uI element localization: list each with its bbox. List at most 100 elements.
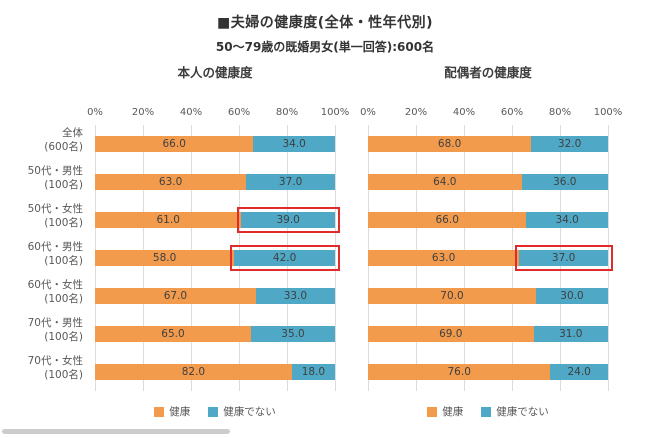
bar-segment-healthy: 66.0 bbox=[95, 136, 254, 152]
bar-segment-not-healthy: 33.0 bbox=[255, 288, 335, 304]
bar-segment-not-healthy: 37.0 bbox=[246, 174, 335, 190]
category-count: (100名) bbox=[44, 217, 83, 229]
highlight-box bbox=[237, 207, 340, 233]
bar-segment-not-healthy: 32.0 bbox=[531, 136, 608, 152]
bar-segment-not-healthy: 18.0 bbox=[291, 364, 335, 380]
stacked-bar: 66.0 34.0 bbox=[95, 136, 335, 152]
category-name: 50代・女性 bbox=[27, 202, 83, 215]
stacked-bar: 61.0 39.0 bbox=[95, 212, 335, 228]
legend-swatch bbox=[208, 406, 219, 417]
axis-tick-label: 0% bbox=[87, 107, 103, 118]
bar-segment-healthy: 58.0 bbox=[95, 250, 235, 266]
bar-row: 65.0 35.0 bbox=[95, 315, 335, 353]
x-axis: 0% 20% 40% 60% 80% 100% bbox=[360, 107, 622, 120]
category-label: 70代・女性 (100名) bbox=[0, 349, 90, 387]
category-label: 70代・男性 (100名) bbox=[0, 311, 90, 349]
bar-row: 69.0 31.0 bbox=[368, 315, 608, 353]
bar-segment-not-healthy: 24.0 bbox=[550, 364, 608, 380]
chart-self-health: 本人の健康度 0% 20% 40% 60% 80% 100% 66.0 34.0 63.0 37.0… bbox=[87, 62, 349, 419]
bar-row: 61.0 39.0 bbox=[95, 201, 335, 239]
category-name: 60代・男性 bbox=[27, 240, 83, 253]
bar-segment-not-healthy: 39.0 bbox=[241, 212, 335, 228]
axis-tick-label: 0% bbox=[360, 107, 376, 118]
stacked-bar: 63.0 37.0 bbox=[95, 174, 335, 190]
legend-swatch bbox=[427, 406, 438, 417]
bar-segment-healthy: 61.0 bbox=[95, 212, 242, 228]
axis-tick-label: 100% bbox=[593, 107, 623, 118]
bar-segment-healthy: 69.0 bbox=[368, 326, 534, 342]
axis-tick-label: 20% bbox=[131, 107, 155, 118]
bar-segment-healthy: 70.0 bbox=[368, 288, 536, 304]
panel-title: 本人の健康度 bbox=[177, 65, 253, 80]
legend-item: 健康 bbox=[154, 404, 190, 419]
axis-tick-label: 100% bbox=[320, 107, 350, 118]
legend-item: 健康でない bbox=[208, 404, 276, 419]
bar-segment-not-healthy: 37.0 bbox=[519, 250, 608, 266]
highlight-box bbox=[230, 245, 340, 271]
stacked-bar: 63.0 37.0 bbox=[368, 250, 608, 266]
bar-segment-not-healthy: 34.0 bbox=[526, 212, 608, 228]
category-label: 50代・女性 (100名) bbox=[0, 197, 90, 235]
bar-segment-healthy: 65.0 bbox=[95, 326, 251, 342]
bar-segment-healthy: 67.0 bbox=[95, 288, 256, 304]
axis-tick-label: 20% bbox=[404, 107, 428, 118]
category-count: (600名) bbox=[44, 141, 83, 153]
axis-tick-label: 40% bbox=[179, 107, 203, 118]
plot-area: 68.0 32.0 64.0 36.0 66.0 34.0 63.0 37.0 70.0 30.0… bbox=[368, 125, 613, 391]
stacked-bar: 66.0 34.0 bbox=[368, 212, 608, 228]
bar-segment-not-healthy: 34.0 bbox=[253, 136, 335, 152]
bar-segment-not-healthy: 35.0 bbox=[251, 326, 335, 342]
bar-segment-healthy: 76.0 bbox=[368, 364, 551, 380]
category-label: 全体 (600名) bbox=[0, 121, 90, 159]
category-name: 70代・男性 bbox=[27, 316, 83, 329]
bar-row: 66.0 34.0 bbox=[95, 125, 335, 163]
category-name: 50代・男性 bbox=[27, 164, 83, 177]
stacked-bar: 65.0 35.0 bbox=[95, 326, 335, 342]
bar-row: 63.0 37.0 bbox=[95, 163, 335, 201]
legend: 健康 健康でない bbox=[368, 404, 608, 419]
bar-row: 68.0 32.0 bbox=[368, 125, 608, 163]
bar-segment-healthy: 82.0 bbox=[95, 364, 292, 380]
bar-row: 76.0 24.0 bbox=[368, 353, 608, 391]
legend-swatch bbox=[154, 406, 165, 417]
legend-label: 健康でない bbox=[223, 406, 276, 418]
bar-row: 70.0 30.0 bbox=[368, 277, 608, 315]
stacked-bar: 58.0 42.0 bbox=[95, 250, 335, 266]
horizontal-scrollbar[interactable] bbox=[2, 429, 230, 434]
bar-segment-healthy: 66.0 bbox=[368, 212, 527, 228]
bar-row: 58.0 42.0 bbox=[95, 239, 335, 277]
stacked-bar: 82.0 18.0 bbox=[95, 364, 335, 380]
axis-tick-label: 40% bbox=[452, 107, 476, 118]
axis-tick-label: 60% bbox=[227, 107, 251, 118]
bar-row: 67.0 33.0 bbox=[95, 277, 335, 315]
category-count: (100名) bbox=[44, 331, 83, 343]
stacked-bar: 70.0 30.0 bbox=[368, 288, 608, 304]
bar-row: 66.0 34.0 bbox=[368, 201, 608, 239]
legend-swatch bbox=[481, 406, 492, 417]
page-subtitle: 50〜79歳の既婚男女(単一回答):600名 bbox=[215, 40, 435, 54]
category-count: (100名) bbox=[44, 369, 83, 381]
category-label: 60代・男性 (100名) bbox=[0, 235, 90, 273]
stacked-bar: 76.0 24.0 bbox=[368, 364, 608, 380]
axis-tick-label: 80% bbox=[275, 107, 299, 118]
panel-title: 配偶者の健康度 bbox=[444, 65, 532, 80]
axis-tick-label: 60% bbox=[500, 107, 524, 118]
category-count: (100名) bbox=[44, 293, 83, 305]
legend-label: 健康 bbox=[169, 406, 191, 418]
bar-segment-not-healthy: 31.0 bbox=[533, 326, 608, 342]
legend-label: 健康 bbox=[442, 406, 464, 418]
bar-segment-not-healthy: 36.0 bbox=[521, 174, 608, 190]
legend: 健康 健康でない bbox=[95, 404, 335, 419]
category-label: 60代・女性 (100名) bbox=[0, 273, 90, 311]
bar-segment-healthy: 68.0 bbox=[368, 136, 532, 152]
category-name: 70代・女性 bbox=[27, 354, 83, 367]
stacked-bar: 68.0 32.0 bbox=[368, 136, 608, 152]
legend-label: 健康でない bbox=[496, 406, 549, 418]
bar-segment-healthy: 64.0 bbox=[368, 174, 522, 190]
category-label: 50代・男性 (100名) bbox=[0, 159, 90, 197]
stacked-bar: 69.0 31.0 bbox=[368, 326, 608, 342]
stacked-bar: 67.0 33.0 bbox=[95, 288, 335, 304]
plot-area: 66.0 34.0 63.0 37.0 61.0 39.0 58.0 42.0 67.0 33.0… bbox=[95, 125, 340, 391]
chart-spouse-health: 配偶者の健康度 0% 20% 40% 60% 80% 100% 68.0 32.0 64.0 36.… bbox=[360, 62, 622, 419]
